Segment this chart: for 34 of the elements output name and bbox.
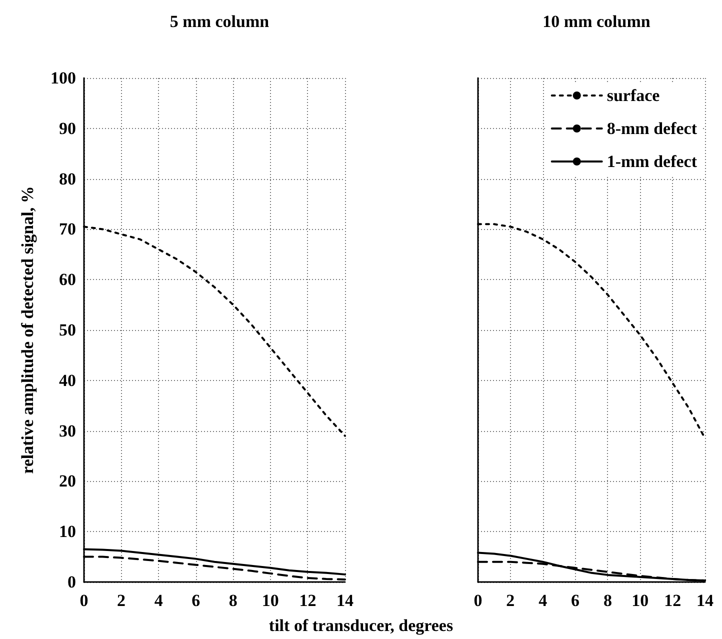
legend-label: 8-mm defect	[606, 119, 698, 138]
x-tick-label: 8	[228, 591, 238, 610]
legend-label: 1-mm defect	[606, 152, 698, 171]
y-tick-label: 100	[50, 68, 76, 88]
x-tick-label: 0	[474, 591, 482, 610]
x-tick-label: 14	[696, 591, 714, 610]
x-tick-label: 2	[506, 591, 515, 610]
y-axis-title: relative amplitude of detected signal, %	[18, 186, 37, 474]
x-tick-label: 10	[632, 591, 649, 610]
x-tick-label: 12	[664, 591, 682, 610]
x-tick-label: 8	[603, 591, 612, 610]
x-tick-label: 6	[192, 591, 200, 610]
chart-title: 5 mm column	[170, 12, 270, 31]
x-axis-title: tilt of transducer, degrees	[268, 616, 454, 636]
x-tick-label: 10	[262, 591, 279, 610]
x-tick-label: 12	[299, 591, 316, 610]
y-tick-label: 70	[59, 220, 76, 239]
y-tick-label: 80	[59, 169, 76, 188]
y-tick-label: 40	[59, 370, 76, 390]
y-tick-label: 60	[59, 270, 76, 290]
y-tick-label: 0	[68, 572, 76, 592]
y-tick-label: 50	[59, 320, 76, 340]
y-tick-label: 20	[59, 472, 76, 491]
y-tick-label: 10	[59, 522, 76, 542]
x-tick-label: 4	[538, 591, 548, 610]
y-tick-label: 30	[59, 421, 76, 440]
chart-title: 10 mm column	[542, 12, 651, 31]
x-tick-label: 14	[336, 591, 354, 610]
y-tick-label: 90	[59, 118, 76, 138]
x-tick-label: 4	[154, 591, 164, 610]
x-tick-label: 6	[571, 591, 580, 610]
x-tick-label: 2	[117, 591, 126, 610]
x-tick-label: 0	[80, 591, 88, 610]
legend-label: surface	[606, 86, 660, 105]
